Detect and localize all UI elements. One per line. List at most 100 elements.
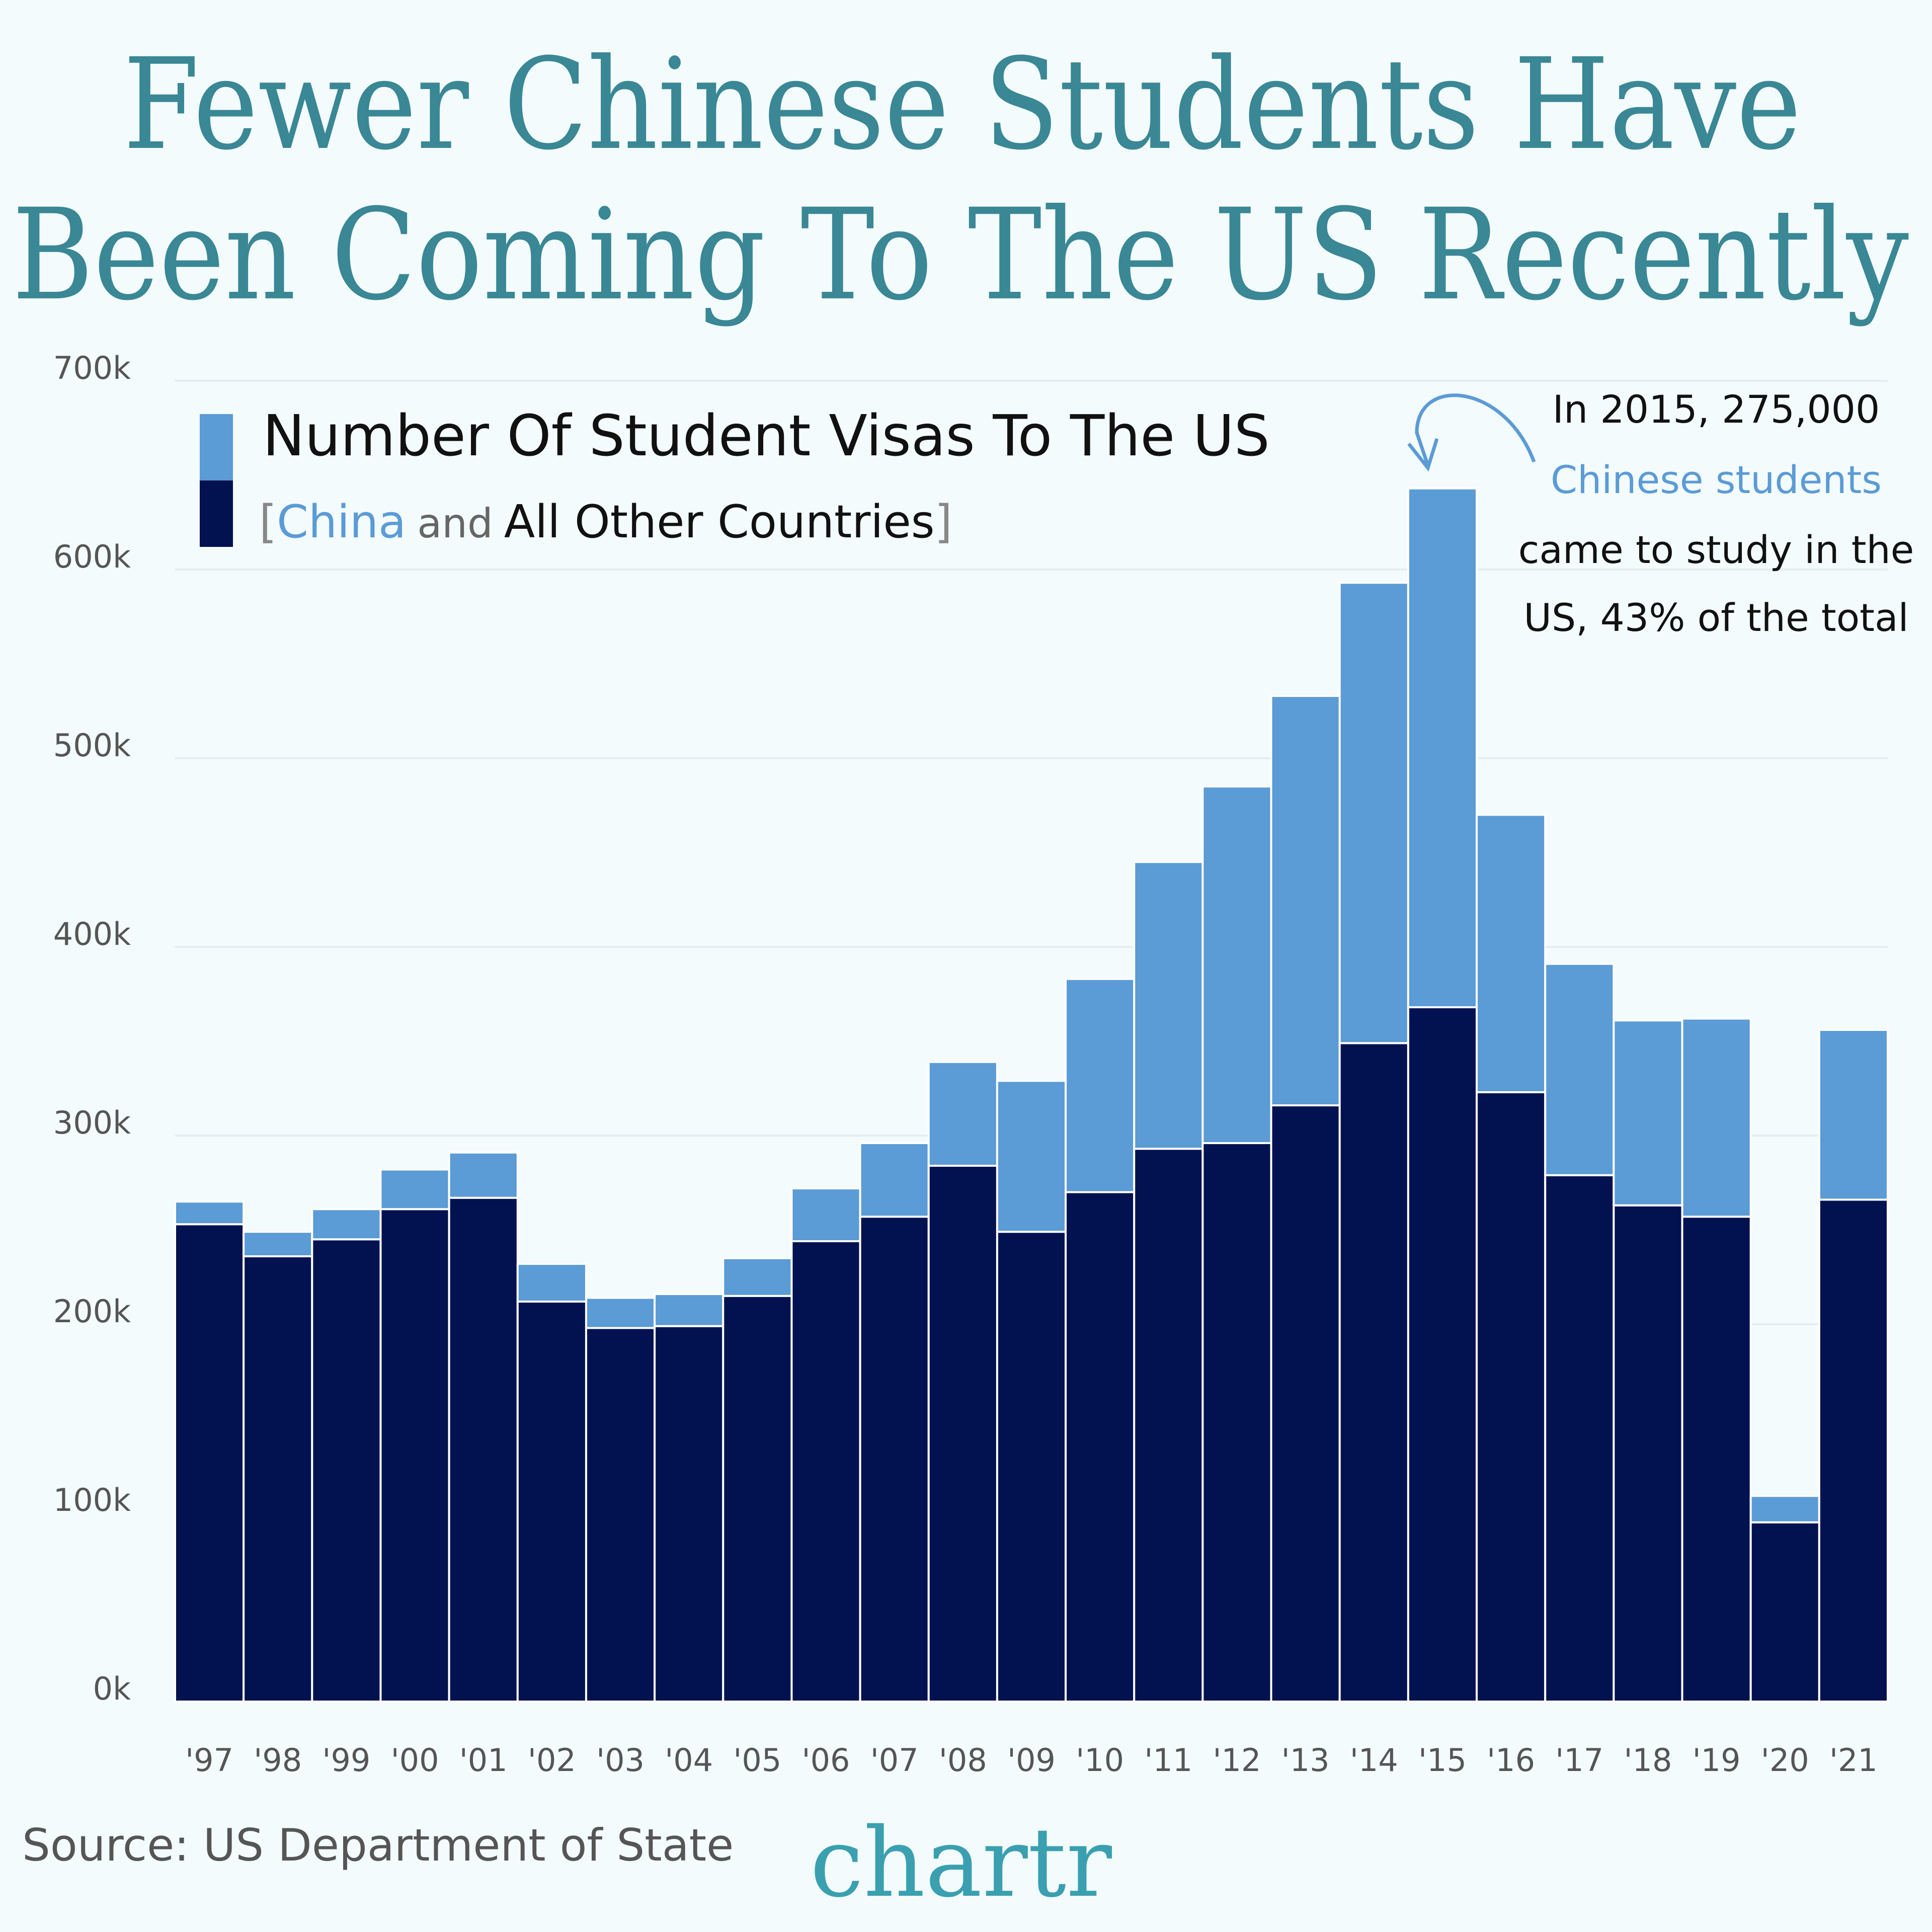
bracket: [: [259, 496, 277, 548]
bar: [448, 1196, 519, 1703]
x-tick-label: '97: [185, 1742, 233, 1779]
bar: [1818, 1029, 1889, 1201]
bar: [1544, 962, 1615, 1176]
legend-label: China: [277, 496, 406, 548]
source: Source: US Department of State: [22, 1819, 734, 1871]
x-tick-label: '12: [1213, 1742, 1261, 1779]
x-tick-label: '98: [254, 1742, 302, 1779]
bar: [516, 1263, 587, 1303]
bar: [1201, 1142, 1272, 1703]
bar: [311, 1208, 382, 1241]
bar: [174, 1200, 245, 1226]
bar: [379, 1168, 450, 1211]
x-tick-label: '99: [322, 1742, 370, 1779]
bar: [722, 1295, 793, 1703]
x-tick-label: '21: [1829, 1742, 1878, 1779]
bar: [654, 1325, 725, 1703]
bar: [379, 1208, 450, 1703]
y-tick-label: 700k: [53, 350, 131, 386]
y-tick-label: 600k: [53, 538, 131, 575]
logo: chartr: [810, 1807, 1112, 1918]
y-tick-label: 500k: [53, 727, 131, 764]
bar: [1613, 1019, 1683, 1206]
bar: [1270, 1104, 1341, 1703]
bar: [311, 1238, 382, 1703]
bar: [1818, 1198, 1889, 1703]
x-tick-label: '03: [596, 1742, 645, 1779]
bar: [1407, 487, 1478, 1008]
bar: [996, 1080, 1067, 1233]
x-tick-label: '02: [528, 1742, 576, 1779]
x-tick-label: '11: [1144, 1742, 1192, 1779]
bar: [790, 1240, 861, 1703]
bar: [1544, 1174, 1615, 1703]
bar: [1476, 814, 1547, 1093]
bar: [1613, 1204, 1683, 1703]
annotation-line: Chinese students: [1551, 457, 1882, 502]
bar: [1338, 582, 1409, 1044]
bar: [790, 1187, 861, 1242]
y-tick-label: 200k: [53, 1293, 131, 1330]
bar: [1681, 1216, 1752, 1703]
bar: [1065, 978, 1136, 1193]
bar: [927, 1061, 998, 1167]
bar: [1476, 1091, 1547, 1703]
bar: [243, 1255, 313, 1703]
bar: [1133, 1148, 1204, 1703]
x-tick-label: '15: [1418, 1742, 1467, 1779]
annotation-line: US, 43% of the total: [1523, 595, 1908, 640]
y-tick-label: 100k: [53, 1482, 131, 1518]
bar: [448, 1151, 519, 1199]
legend-swatch: [200, 414, 233, 480]
bar: [174, 1223, 245, 1703]
x-tick-label: '07: [870, 1742, 919, 1779]
bracket: ]: [935, 496, 952, 548]
y-tick-label: 0k: [93, 1670, 131, 1707]
bar: [859, 1142, 930, 1218]
y-tick-label: 400k: [53, 916, 131, 952]
bar: [585, 1297, 656, 1329]
x-tick-label: '17: [1555, 1742, 1603, 1779]
legend-subtitle: [China and All Other Countries]: [259, 496, 952, 548]
x-tick-label: '01: [459, 1742, 508, 1779]
bar: [1407, 1006, 1478, 1703]
x-tick-label: '09: [1007, 1742, 1056, 1779]
bar: [1270, 695, 1341, 1106]
x-tick-label: '16: [1487, 1742, 1535, 1779]
bar: [859, 1216, 930, 1703]
x-tick-label: '08: [939, 1742, 987, 1779]
bar: [243, 1231, 313, 1257]
bar: [1681, 1017, 1752, 1218]
bar: [585, 1327, 656, 1703]
bar: [654, 1293, 725, 1327]
bar: [1749, 1521, 1820, 1703]
chart-title: Fewer Chinese Students Have: [123, 31, 1801, 178]
bar: [996, 1231, 1067, 1703]
bar: [927, 1165, 998, 1703]
labels: 0k 100k 200k 300k 400k 500k 600k 700k '97 '98 '99 '…: [53, 350, 1878, 1779]
x-tick-label: '20: [1761, 1742, 1809, 1779]
legend-and: and: [417, 500, 493, 547]
y-tick-label: 300k: [53, 1104, 131, 1141]
bar: [516, 1301, 587, 1703]
bar: [1065, 1191, 1136, 1703]
x-tick-label: '19: [1693, 1742, 1741, 1779]
bar: [1133, 861, 1204, 1150]
chart-title: Been Coming To The US Recently: [12, 182, 1909, 328]
x-tick-label: '10: [1076, 1742, 1124, 1779]
annotation: In 2015, 275,000 Chinese students came to …: [1518, 387, 1914, 640]
annotation-arrow: [1415, 393, 1536, 466]
annotation-line: In 2015, 275,000: [1553, 387, 1880, 432]
x-tick-label: '00: [391, 1742, 439, 1779]
x-tick-label: '05: [733, 1742, 781, 1779]
legend-label: All Other Countries: [504, 496, 935, 548]
bar: [722, 1257, 793, 1297]
bar: [1749, 1495, 1820, 1523]
legend-title: Number Of Student Visas To The US: [263, 404, 1270, 469]
annotation-line: came to study in the: [1518, 527, 1914, 572]
legend-swatch: [200, 480, 233, 547]
x-tick-label: '14: [1350, 1742, 1398, 1779]
annotation-arrowhead: [1407, 438, 1439, 472]
x-tick-label: '06: [802, 1742, 850, 1779]
